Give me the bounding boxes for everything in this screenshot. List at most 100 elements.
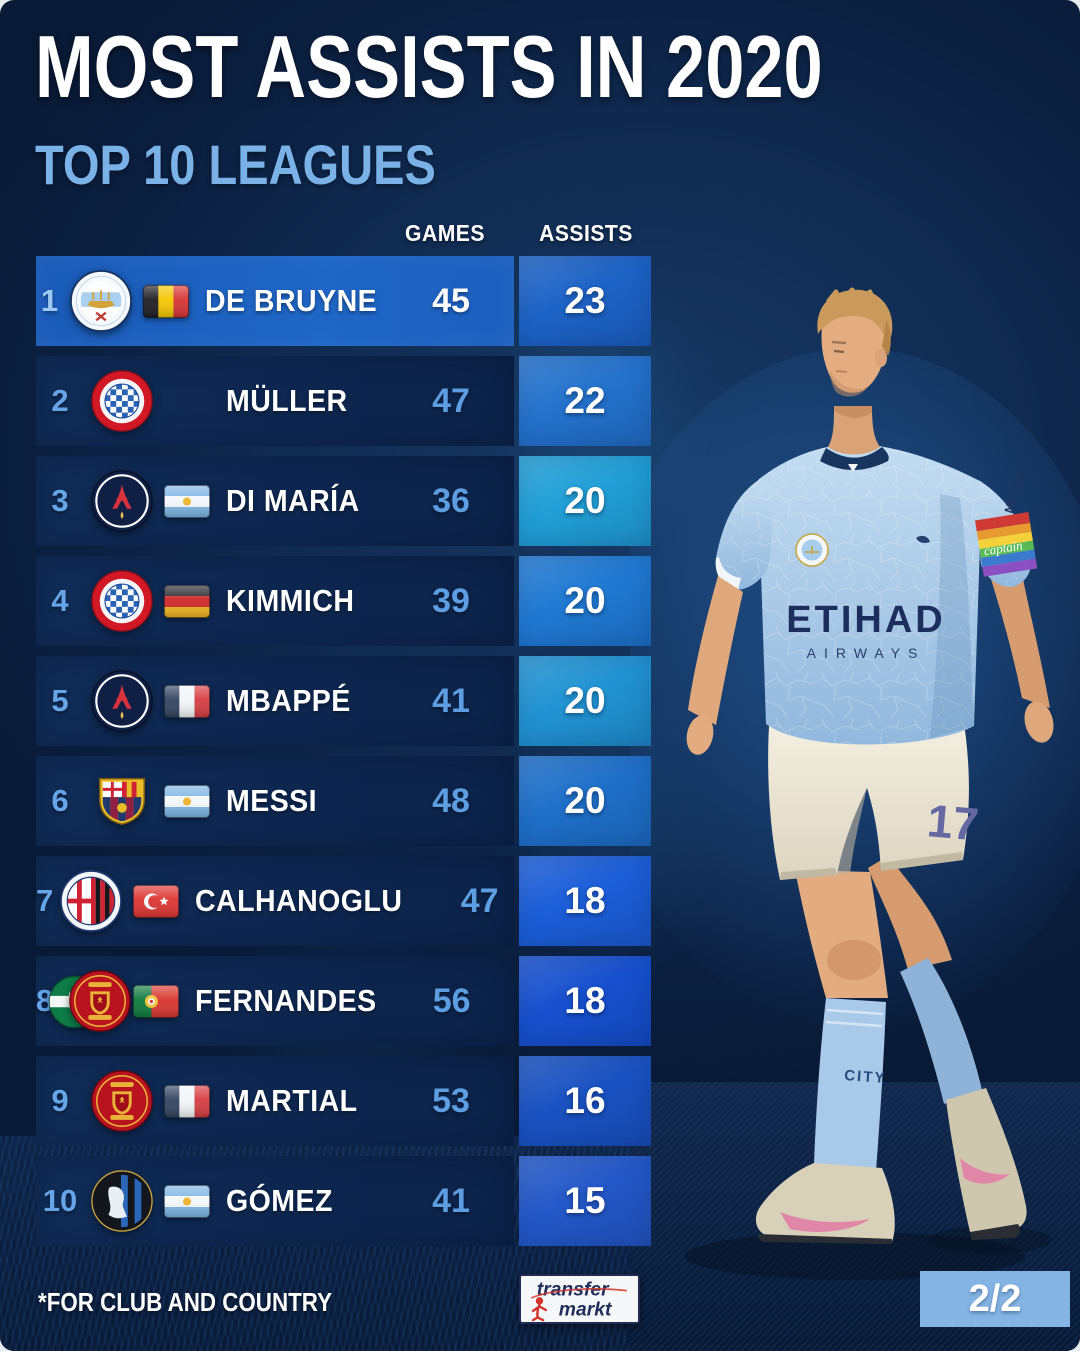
player-photo-de-bruyne: 17 captain NEXEN [630, 258, 1080, 1351]
club-badges [84, 556, 160, 646]
rank-label: 8 [36, 983, 54, 1018]
games-value: 47 [432, 381, 470, 420]
sock-text: CITY [844, 1067, 887, 1087]
club-badges [84, 1156, 160, 1246]
table-row: 7 CALHANOGLU 47 18 [36, 856, 651, 946]
player-row-band: 6 MESSI 48 [36, 756, 514, 846]
assists-table: 1 DE BRUYNE 45 23 2 MÜLLER 47 22 3 DI MARÍA 36 20 4 K… [36, 256, 651, 1246]
club-badges [53, 856, 129, 946]
rank-label: 10 [42, 1183, 78, 1218]
assists-cell: 23 [519, 256, 651, 346]
player-row-band: 5 MBAPPÉ 41 [36, 656, 514, 746]
rank-label: 5 [51, 683, 69, 718]
player-name: MARTIAL [226, 1083, 358, 1118]
player-name: CALHANOGLU [195, 883, 403, 918]
club-badges [84, 756, 160, 846]
argentina-flag-icon [164, 784, 210, 818]
player-name: MÜLLER [226, 383, 348, 418]
table-row: 3 DI MARÍA 36 20 [36, 456, 651, 546]
games-value: 56 [432, 981, 471, 1020]
player-row-band: 7 CALHANOGLU 47 [36, 856, 514, 946]
player-row-band: 9 MARTIAL 53 [36, 1056, 514, 1146]
rank-label: 7 [36, 883, 54, 918]
club-badges [84, 1056, 160, 1146]
table-row: 10 GÓMEZ 41 15 [36, 1156, 651, 1246]
climbing-figure-icon [530, 1288, 627, 1322]
player-name: DI MARÍA [226, 483, 360, 518]
club-badges [63, 256, 139, 346]
rank-label: 3 [51, 483, 69, 518]
man-united-badge-icon [69, 970, 131, 1032]
club-badges [49, 956, 131, 1046]
rank-label: 4 [51, 583, 69, 618]
assists-cell: 15 [519, 1156, 651, 1246]
assists-cell: 22 [519, 356, 651, 446]
shorts-number: 17 [925, 794, 981, 850]
assists-cell: 20 [519, 656, 651, 746]
player-row-band: 8 FERNANDES 56 [36, 956, 514, 1046]
games-value: 41 [432, 1181, 470, 1220]
turkey-flag-icon [133, 884, 180, 918]
assists-column-header: ASSISTS [539, 220, 633, 246]
atalanta-badge-icon [91, 1170, 153, 1232]
armband-text: captain [983, 537, 1024, 558]
shirt-sponsor-line2: AIRWAYS [807, 645, 926, 661]
player-name: KIMMICH [226, 583, 355, 618]
games-value: 53 [432, 1081, 470, 1120]
transfermarkt-logo: transfer markt [519, 1274, 640, 1324]
footnote: *FOR CLUB AND COUNTRY [38, 1287, 332, 1317]
man-united-badge-icon [91, 1070, 153, 1132]
games-value: 47 [460, 881, 499, 920]
games-column-header: GAMES [405, 220, 485, 246]
barcelona-badge-icon [91, 770, 153, 832]
man-city-badge-icon [70, 270, 132, 332]
table-row: 8 FERNANDES 56 18 [36, 956, 651, 1046]
portugal-flag-icon [133, 984, 180, 1018]
table-row: 6 MESSI 48 20 [36, 756, 651, 846]
page-subtitle: TOP 10 LEAGUES [35, 133, 436, 196]
ac-milan-badge-icon [60, 870, 123, 932]
club-badges [84, 456, 160, 546]
rank-label: 2 [51, 383, 69, 418]
assists-cell: 16 [519, 1056, 651, 1146]
games-value: 45 [432, 281, 470, 320]
table-row: 5 MBAPPÉ 41 20 [36, 656, 651, 746]
player-name: MESSI [226, 783, 318, 818]
player-row-band: 2 MÜLLER 47 [36, 356, 514, 446]
player-row-band: 1 DE BRUYNE 45 [36, 256, 514, 346]
rank-label: 6 [51, 783, 69, 818]
argentina-flag-icon [164, 484, 210, 518]
table-row: 2 MÜLLER 47 22 [36, 356, 651, 446]
assists-cell: 20 [519, 456, 651, 546]
france-flag-icon [164, 1084, 210, 1118]
argentina-flag-icon [164, 1184, 210, 1218]
table-row: 4 KIMMICH 39 20 [36, 556, 651, 646]
player-row-band: 3 DI MARÍA 36 [36, 456, 514, 546]
games-value: 41 [432, 681, 470, 720]
club-badges [84, 656, 160, 746]
games-value: 48 [432, 781, 470, 820]
psg-badge-icon [91, 670, 153, 732]
belgium-flag-icon [142, 284, 189, 318]
games-value: 39 [432, 581, 470, 620]
player-name: GÓMEZ [226, 1183, 333, 1218]
rank-label: 9 [51, 1083, 69, 1118]
assists-cell: 20 [519, 756, 651, 846]
player-row-band: 4 KIMMICH 39 [36, 556, 514, 646]
brand-line2: markt [559, 1300, 613, 1321]
player-name: DE BRUYNE [204, 283, 378, 318]
assists-cell: 18 [519, 956, 651, 1046]
player-row-band: 10 GÓMEZ 41 [36, 1156, 514, 1246]
bayern-badge-icon [91, 570, 153, 632]
page-indicator-badge: 2/2 [920, 1271, 1070, 1327]
page-title: MOST ASSISTS IN 2020 [35, 17, 823, 116]
germany-flag-icon [164, 584, 210, 618]
assists-cell: 20 [519, 556, 651, 646]
table-row: 1 DE BRUYNE 45 23 [36, 256, 651, 346]
table-row: 9 MARTIAL 53 16 [36, 1056, 651, 1146]
rank-label: 1 [40, 283, 59, 318]
club-badges [84, 356, 160, 446]
bayern-badge-icon [91, 370, 153, 432]
psg-badge-icon [91, 470, 153, 532]
player-name: FERNANDES [195, 983, 377, 1018]
